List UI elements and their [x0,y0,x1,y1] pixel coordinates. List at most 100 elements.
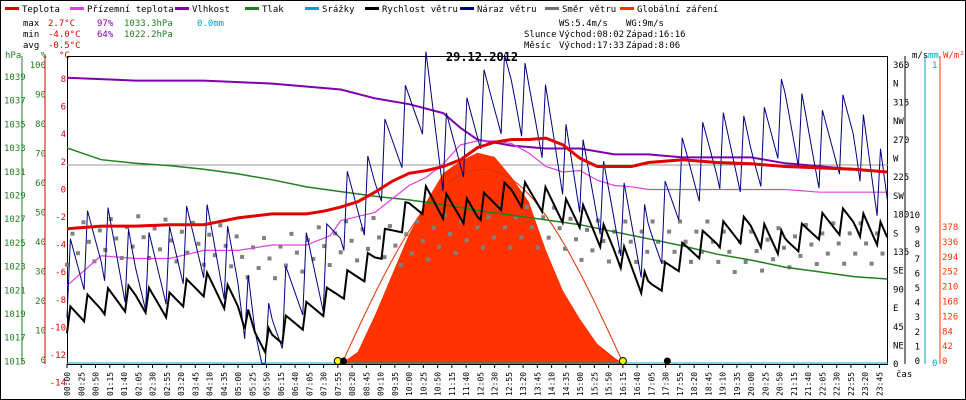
x-tick-label: 04:10 [206,372,215,396]
wind-dir-point [519,235,524,240]
legend-label: Rychlost větru [382,5,458,15]
wind-dir-point [75,251,80,256]
wind-dir-point [563,246,568,251]
wind-dir-point [377,235,381,240]
temp-tick: -6 [55,268,66,278]
x-tick-label: 23:45 [875,372,884,396]
pressure-tick: 1035 [4,120,26,130]
temp-tick: 2 [61,158,66,168]
wind-dir-point [836,241,841,246]
x-tick-label: 05:25 [248,372,257,396]
wind-dir-tick: NW [893,117,904,127]
wind-dir-point [749,229,754,234]
x-tick-label: 18:45 [704,372,713,396]
wind-dir-point [513,215,518,220]
wind-dir-point [508,245,513,250]
wind-speed-tick: 3 [915,313,920,323]
x-tick-label: 05:50 [263,372,272,396]
wind-dir-point [683,239,688,244]
legend-label: Srážky [322,5,355,15]
radiation-tick: 0 [942,357,947,367]
wind-dir-point [453,250,458,255]
wind-dir-point [656,239,661,244]
wind-dir-point [459,219,464,224]
wind-dir-point [179,229,184,234]
x-tick-label: 10:50 [434,372,443,396]
wind-dir-point [294,250,299,255]
wind-dir-point [169,238,173,243]
x-tick-label: 07:30 [320,372,329,396]
x-tick-label: 10:25 [419,372,428,396]
wind-dir-tick: E [893,304,898,314]
wind-dir-point [814,262,819,266]
x-tick-label: 20:25 [761,372,770,396]
wind-speed-tick: 0 [915,357,920,367]
stats-avg-temp: -0.5°C [48,41,81,51]
wind-dir-point [437,244,442,249]
pressure-tick: 1033 [4,144,26,154]
x-tick-label: 01:15 [106,372,115,396]
humidity-tick: 30 [35,268,46,278]
x-tick-label: 15:00 [576,372,585,396]
wind-speed-tick: 9 [915,226,920,236]
unit-hpa: hPa [5,51,21,61]
wind-dir-point [716,259,721,264]
stats-min-temp: -4.0°C [48,30,81,40]
wind-dir-point [97,228,102,233]
humidity-tick: 10 [35,327,46,337]
stats-min-press: 1022.2hPa [124,30,173,40]
wind-dir-point [491,235,496,240]
moonset: Západ:8:06 [626,41,680,51]
humidity-tick: 0 [41,356,46,366]
radiation-tick: 126 [942,312,958,322]
x-tick-label: 02:05 [134,372,143,396]
x-tick-label: 18:20 [690,372,699,396]
wind-dir-point [880,251,885,256]
humidity-tick: 50 [35,209,46,219]
wind-dir-tick: SW [893,192,904,202]
stats-max-label: max [23,19,40,29]
wind-dir-point [579,257,584,262]
wind-dir-tick: 180 [893,211,909,221]
x-tick-label: 09:10 [377,372,386,396]
wind-speed-tick: 5 [915,284,920,294]
x-tick-label: 00:25 [77,372,86,396]
pressure-tick: 1021 [4,286,26,296]
series-rychlost-v-tru [66,179,889,356]
legend-swatch [70,7,84,10]
wind-dir-point [366,246,370,251]
radiation-tick: 294 [942,253,958,263]
wind-dir-point [552,205,557,210]
wind-speed-tick: 2 [915,328,920,338]
wind-dir-point [672,249,677,254]
x-tick-label: 21:15 [790,372,799,396]
unit-labels: hPa % °C m/s mm W/m² čas [5,51,965,380]
wind-dir-point [448,232,453,236]
x-tick-label: 12:30 [491,372,500,396]
x-tick-label: 11:15 [448,372,457,396]
x-tick-label: 09:35 [391,372,400,396]
wind-dir-tick: 45 [893,323,904,333]
x-tick-label: 13:45 [533,372,542,396]
wind-dir-point [699,249,704,254]
wind-dir-point [371,216,376,220]
series-layer [65,51,889,365]
wind-dir-point [568,216,573,221]
wind-dir-point [387,224,392,229]
wind-speed-info: WS:5.4m/s [559,19,608,29]
legend-swatch [245,7,259,10]
wind-dir-point [393,243,398,248]
wind-dir-point [163,217,168,222]
wind-dir-point [251,245,256,250]
wind-dir-point [667,229,672,234]
wind-dir-point [721,229,726,234]
stats-max-hum: 97% [97,19,114,29]
wind-dir-point [628,239,633,244]
wind-dir-point [431,225,436,230]
wind-dir-point [256,266,261,270]
wind-dir-point [574,237,578,242]
wind-dir-point [420,238,425,243]
wind-dir-point [86,239,91,244]
wind-dir-point [710,239,715,244]
